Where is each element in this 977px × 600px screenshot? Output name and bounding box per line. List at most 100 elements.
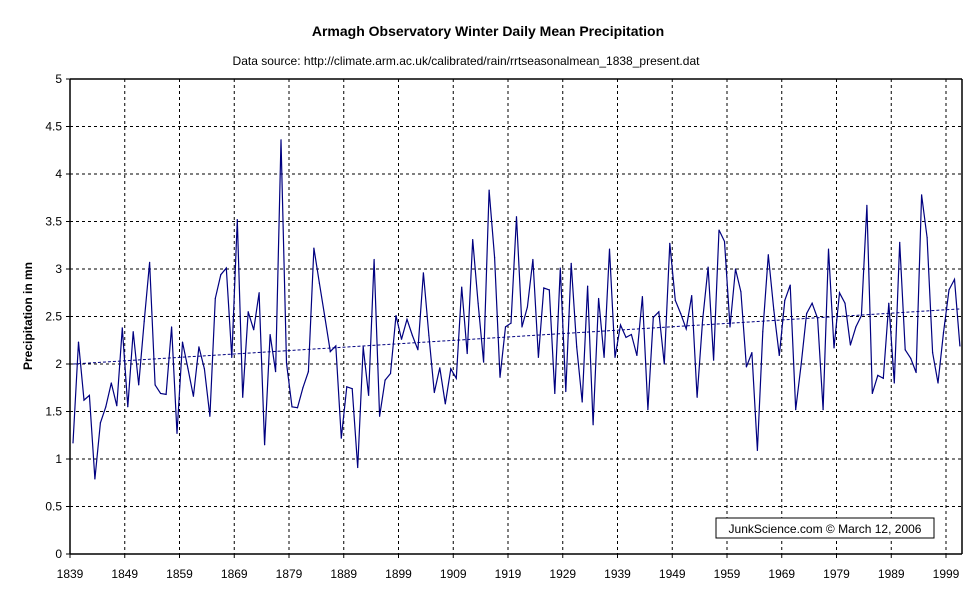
data-point: [77, 341, 80, 343]
data-point: [877, 374, 879, 376]
x-tick-label: 1859: [166, 567, 193, 581]
data-point: [94, 478, 96, 480]
data-point: [203, 368, 205, 370]
data-point: [192, 395, 195, 397]
data-point: [948, 289, 950, 291]
data-point: [225, 267, 227, 269]
data-point: [734, 268, 737, 270]
gridlines: [70, 78, 962, 554]
data-point: [389, 372, 392, 375]
data-point: [121, 327, 123, 329]
data-point: [614, 356, 616, 358]
data-point: [351, 388, 353, 390]
data-point: [220, 274, 222, 276]
data-point: [110, 382, 112, 384]
data-point: [483, 361, 485, 363]
data-point: [702, 319, 704, 321]
data-point: [433, 391, 435, 394]
data-point: [921, 194, 923, 196]
data-point: [510, 322, 512, 324]
data-point: [619, 324, 622, 326]
data-point: [838, 292, 841, 294]
data-point: [318, 282, 320, 284]
data-point: [641, 295, 644, 298]
data-point: [285, 362, 288, 364]
data-point: [718, 229, 720, 231]
y-tick-label: 4.5: [45, 120, 62, 134]
data-point: [143, 320, 145, 322]
data-point: [400, 338, 403, 340]
y-tick-label: 4: [55, 167, 62, 181]
data-point: [811, 302, 813, 304]
data-point: [165, 393, 167, 395]
data-point: [926, 237, 928, 239]
data-point: [504, 326, 507, 328]
data-point: [893, 382, 895, 384]
data-point: [88, 394, 91, 396]
data-point: [455, 377, 457, 379]
data-point: [296, 407, 299, 409]
data-point: [756, 449, 758, 452]
data-point: [477, 302, 479, 304]
data-point: [439, 367, 441, 369]
data-point: [422, 272, 424, 274]
x-tick-label: 1919: [495, 567, 522, 581]
data-point: [953, 278, 956, 281]
data-point: [565, 390, 567, 393]
data-point: [264, 444, 266, 446]
data-point: [559, 267, 561, 269]
data-point: [652, 316, 654, 319]
data-point: [680, 313, 682, 315]
data-point: [83, 399, 85, 401]
data-point: [280, 139, 282, 141]
data-point: [822, 409, 824, 411]
data-point: [291, 406, 293, 408]
annotation-text: JunkScience.com © March 12, 2006: [729, 522, 922, 536]
data-point: [269, 333, 271, 336]
x-tick-label: 1889: [330, 567, 357, 581]
data-point: [910, 357, 912, 359]
data-point: [236, 219, 238, 221]
data-point: [472, 238, 474, 241]
data-point: [499, 376, 501, 378]
data-point: [712, 359, 715, 361]
data-point: [833, 347, 835, 349]
data-point: [526, 306, 529, 308]
data-point: [855, 326, 857, 328]
y-axis-label: Precipitation in mn: [21, 262, 35, 370]
data-point: [231, 356, 233, 358]
y-tick-label: 2.5: [45, 310, 62, 324]
data-point: [247, 311, 249, 313]
y-tick-label: 2: [55, 357, 62, 371]
data-point: [181, 341, 184, 343]
data-point: [274, 371, 277, 373]
data-point: [488, 189, 490, 191]
data-point: [548, 289, 550, 291]
data-point: [395, 314, 397, 317]
data-point: [707, 266, 709, 268]
data-point: [346, 386, 348, 388]
data-point: [827, 248, 830, 250]
data-point: [176, 432, 178, 434]
data-point: [384, 379, 386, 381]
data-point: [636, 354, 638, 357]
data-point: [160, 392, 162, 395]
data-point: [313, 247, 315, 249]
annotation-box: JunkScience.com © March 12, 2006: [715, 517, 935, 539]
data-point: [723, 240, 726, 243]
data-point: [745, 366, 748, 368]
data-point: [942, 332, 945, 334]
data-point: [428, 334, 430, 337]
data-point: [154, 384, 156, 386]
y-tick-label: 1.5: [45, 405, 62, 419]
x-axis-ticks: 1839 1849 1859 1869 1879 1889 1899 1909 1919 1929…: [57, 554, 960, 581]
data-point: [608, 248, 611, 250]
data-point: [762, 331, 764, 333]
x-tick-label: 1909: [440, 567, 467, 581]
data-point: [368, 394, 370, 396]
data-point: [362, 346, 364, 348]
data-point: [138, 384, 140, 386]
data-point: [258, 292, 260, 294]
data-point: [800, 363, 802, 365]
data-point: [450, 368, 452, 370]
